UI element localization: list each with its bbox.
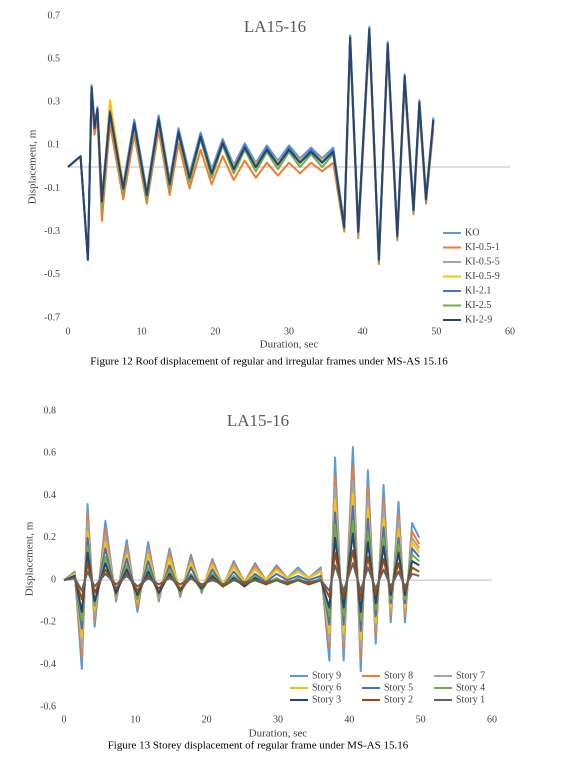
chart: LA15-16 -0.7 -0.5 -0.3 -0.1 0.1 0.3 0.5 0.7 0 10 20… bbox=[27, 10, 515, 367]
y-tick-label: -0.1 bbox=[44, 183, 60, 194]
legend-label: Story 3 bbox=[312, 694, 341, 705]
y-tick-label: -0.2 bbox=[40, 617, 56, 628]
y-tick-label: 0.5 bbox=[48, 53, 61, 64]
y-tick-label: 0.3 bbox=[48, 97, 61, 108]
x-axis-title: Duration, sec bbox=[249, 728, 308, 740]
y-axis-title: Displacement, m bbox=[24, 521, 36, 596]
legend-label: Story 8 bbox=[384, 670, 413, 681]
figure-caption: Figure 13 Storey displacement of regular… bbox=[108, 740, 409, 752]
x-tick-label: 50 bbox=[431, 326, 441, 337]
x-tick-label: 40 bbox=[358, 326, 368, 337]
legend-label: KI-2.1 bbox=[465, 285, 491, 296]
y-axis-title: Displacement, m bbox=[27, 129, 39, 204]
legend-label: Story 9 bbox=[312, 670, 341, 681]
legend-label: Story 5 bbox=[384, 682, 413, 693]
y-tick-label: 0.2 bbox=[44, 532, 57, 543]
chart: LA15-16 -0.6 -0.4 -0.2 0 0.2 0.4 0.6 0.8 0 10 20 30 4… bbox=[24, 405, 497, 751]
y-tick-label: -0.4 bbox=[40, 659, 56, 670]
legend-label: Story 2 bbox=[384, 694, 413, 705]
x-tick-label: 0 bbox=[66, 326, 71, 337]
legend-label: KI-0.5-1 bbox=[465, 242, 500, 253]
x-tick-label: 40 bbox=[344, 714, 354, 725]
chart-title: LA15-16 bbox=[227, 411, 289, 430]
legend-label: Story 6 bbox=[312, 682, 341, 693]
x-tick-label: 10 bbox=[137, 326, 147, 337]
y-tick-label: -0.7 bbox=[44, 312, 60, 323]
legend-label: Story 4 bbox=[456, 682, 485, 693]
x-tick-label: 10 bbox=[130, 714, 140, 725]
x-tick-label: 30 bbox=[284, 326, 294, 337]
y-tick-label: -0.5 bbox=[44, 269, 60, 280]
figure-caption: Figure 12 Roof displacement of regular a… bbox=[90, 356, 448, 368]
chart-title: LA15-16 bbox=[244, 17, 306, 36]
legend-label: KI-2.5 bbox=[465, 300, 491, 311]
y-tick-label: -0.6 bbox=[40, 701, 56, 712]
y-tick-label: 0.8 bbox=[44, 405, 57, 416]
legend-label: KO bbox=[465, 227, 479, 238]
x-tick-label: 20 bbox=[202, 714, 212, 725]
x-tick-label: 60 bbox=[487, 714, 497, 725]
x-tick-label: 50 bbox=[416, 714, 426, 725]
series-line bbox=[67, 27, 435, 261]
series-line bbox=[67, 25, 435, 259]
legend-label: KI-0.5-9 bbox=[465, 271, 500, 282]
y-tick-label: 0.7 bbox=[48, 10, 61, 21]
legend-label: Story 7 bbox=[456, 670, 485, 681]
series-line bbox=[67, 32, 435, 261]
legend-label: KI-2-9 bbox=[465, 314, 492, 325]
x-tick-label: 60 bbox=[505, 326, 515, 337]
y-tick-label: 0 bbox=[51, 574, 56, 585]
legend-label: KI-0.5-5 bbox=[465, 256, 500, 267]
series-line bbox=[67, 30, 435, 261]
series-line bbox=[63, 562, 420, 592]
y-tick-label: 0.1 bbox=[48, 140, 61, 151]
x-tick-label: 20 bbox=[210, 326, 220, 337]
y-tick-label: 0.4 bbox=[44, 490, 57, 501]
y-tick-label: 0.6 bbox=[44, 448, 57, 459]
x-axis-title: Duration, sec bbox=[260, 339, 319, 351]
x-tick-label: 30 bbox=[273, 714, 283, 725]
legend-label: Story 1 bbox=[456, 694, 485, 705]
series-line bbox=[67, 27, 435, 261]
x-tick-label: 0 bbox=[62, 714, 67, 725]
y-tick-label: -0.3 bbox=[44, 226, 60, 237]
